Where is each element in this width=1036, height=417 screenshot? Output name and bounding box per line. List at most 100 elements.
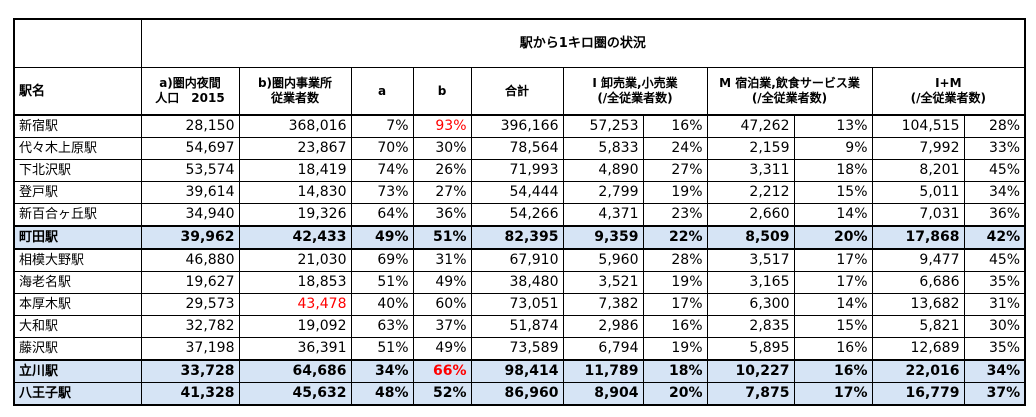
cell-b-ratio: 93% xyxy=(412,114,472,138)
table-title: 駅から1キロ圏の状況 xyxy=(140,18,1027,68)
cell-a-population: 19,627 xyxy=(140,271,240,294)
cell-a-population: 37,198 xyxy=(140,337,240,361)
cell-total: 38,480 xyxy=(470,271,564,294)
cell-a-ratio: 34% xyxy=(350,359,414,383)
cell-m-ratio: 15% xyxy=(793,315,873,338)
cell-total: 54,444 xyxy=(470,181,564,204)
cell-b-ratio: 60% xyxy=(412,293,472,316)
cell-m-ratio: 9% xyxy=(793,137,873,160)
cell-i-ratio: 19% xyxy=(642,271,708,294)
cell-station-name: 本厚木駅 xyxy=(13,293,142,316)
cell-total: 51,874 xyxy=(470,315,564,338)
cell-i-value: 6,794 xyxy=(562,337,644,361)
cell-m-value: 2,159 xyxy=(706,137,795,160)
cell-im-value: 17,868 xyxy=(871,225,965,250)
cell-im-ratio: 31% xyxy=(963,293,1027,316)
cell-m-ratio: 17% xyxy=(793,248,873,272)
cell-station-name: 新百合ヶ丘駅 xyxy=(13,203,142,227)
cell-b-ratio: 52% xyxy=(412,382,472,406)
table-row: 登戸駅 39,614 14,830 73% 27% 54,444 2,799 19% 2,212… xyxy=(13,181,1027,204)
cell-b-employees: 23,867 xyxy=(238,137,352,160)
header-i-line2: (/全従業者数) xyxy=(597,91,673,105)
cell-im-value: 9,477 xyxy=(871,248,965,272)
cell-im-value: 5,821 xyxy=(871,315,965,338)
cell-m-ratio: 16% xyxy=(793,337,873,361)
cell-i-value: 5,960 xyxy=(562,248,644,272)
cell-b-employees: 21,030 xyxy=(238,248,352,272)
cell-b-ratio: 30% xyxy=(412,137,472,160)
header-m-line2: (/全従業者数) xyxy=(751,91,828,105)
cell-i-value: 9,359 xyxy=(562,225,644,250)
cell-b-ratio: 27% xyxy=(412,181,472,204)
cell-i-ratio: 27% xyxy=(642,159,708,182)
cell-total: 67,910 xyxy=(470,248,564,272)
cell-b-employees: 19,326 xyxy=(238,203,352,227)
cell-station-name: 相模大野駅 xyxy=(13,248,142,272)
cell-m-value: 3,165 xyxy=(706,271,795,294)
cell-i-ratio: 23% xyxy=(642,203,708,227)
cell-i-value: 11,789 xyxy=(562,359,644,383)
table-row: 下北沢駅 53,574 18,419 74% 26% 71,993 4,890 27% 3,31… xyxy=(13,159,1027,182)
header-b-line2: 従業者数 xyxy=(270,91,319,105)
header-a-line1: a)圏内夜間 xyxy=(159,76,221,90)
cell-m-ratio: 15% xyxy=(793,181,873,204)
cell-m-ratio: 14% xyxy=(793,203,873,227)
header-b-line1: b)圏内事業所 xyxy=(257,76,333,90)
cell-i-value: 4,890 xyxy=(562,159,644,182)
cell-a-population: 46,880 xyxy=(140,248,240,272)
cell-m-ratio: 17% xyxy=(793,271,873,294)
cell-i-ratio: 28% xyxy=(642,248,708,272)
header-im-line2: (/全従業者数) xyxy=(910,91,986,105)
cell-b-ratio: 26% xyxy=(412,159,472,182)
cell-b-employees: 18,419 xyxy=(238,159,352,182)
cell-m-ratio: 20% xyxy=(793,225,873,250)
cell-b-employees: 18,853 xyxy=(238,271,352,294)
cell-a-ratio: 63% xyxy=(350,315,414,338)
cell-total: 86,960 xyxy=(470,382,564,406)
cell-a-ratio: 70% xyxy=(350,137,414,160)
cell-a-ratio: 74% xyxy=(350,159,414,182)
cell-m-value: 7,875 xyxy=(706,382,795,406)
cell-im-ratio: 28% xyxy=(963,114,1027,138)
cell-b-ratio: 37% xyxy=(412,315,472,338)
cell-a-population: 41,328 xyxy=(140,382,240,406)
cell-total: 78,564 xyxy=(470,137,564,160)
cell-station-name: 立川駅 xyxy=(13,359,142,383)
cell-m-value: 6,300 xyxy=(706,293,795,316)
cell-m-value: 8,509 xyxy=(706,225,795,250)
cell-i-ratio: 24% xyxy=(642,137,708,160)
cell-m-value: 3,311 xyxy=(706,159,795,182)
cell-b-employees: 42,433 xyxy=(238,225,352,250)
cell-im-ratio: 33% xyxy=(963,137,1027,160)
cell-im-value: 13,682 xyxy=(871,293,965,316)
cell-a-ratio: 7% xyxy=(350,114,414,138)
cell-b-ratio: 66% xyxy=(412,359,472,383)
cell-i-value: 2,799 xyxy=(562,181,644,204)
cell-im-ratio: 35% xyxy=(963,337,1027,361)
cell-b-ratio: 49% xyxy=(412,337,472,361)
cell-i-value: 57,253 xyxy=(562,114,644,138)
cell-i-value: 2,986 xyxy=(562,315,644,338)
cell-m-value: 5,895 xyxy=(706,337,795,361)
cell-station-name: 海老名駅 xyxy=(13,271,142,294)
cell-total: 54,266 xyxy=(470,203,564,227)
station-area-table: 駅から1キロ圏の状況 駅名 a)圏内夜間 人口 2015 b)圏内事業所 従業者… xyxy=(13,18,1027,406)
cell-im-value: 7,992 xyxy=(871,137,965,160)
cell-i-value: 8,904 xyxy=(562,382,644,406)
cell-total: 82,395 xyxy=(470,225,564,250)
header-i-wholesale-retail: I 卸売業,小売業 (/全従業者数) xyxy=(562,67,708,116)
cell-m-value: 2,660 xyxy=(706,203,795,227)
cell-a-population: 33,728 xyxy=(140,359,240,383)
table-row: 八王子駅 41,328 45,632 48% 52% 86,960 8,904 20% 7,87… xyxy=(13,382,1027,406)
cell-a-population: 29,573 xyxy=(140,293,240,316)
cell-station-name: 大和駅 xyxy=(13,315,142,338)
table-row: 海老名駅 19,627 18,853 51% 49% 38,480 3,521 19% 3,16… xyxy=(13,271,1027,294)
cell-b-employees: 14,830 xyxy=(238,181,352,204)
header-i-plus-m: I+M (/全従業者数) xyxy=(871,67,1027,116)
cell-i-ratio: 18% xyxy=(642,359,708,383)
cell-b-ratio: 49% xyxy=(412,271,472,294)
cell-a-population: 53,574 xyxy=(140,159,240,182)
cell-total: 71,993 xyxy=(470,159,564,182)
cell-b-ratio: 36% xyxy=(412,203,472,227)
corner-cell xyxy=(13,18,142,68)
